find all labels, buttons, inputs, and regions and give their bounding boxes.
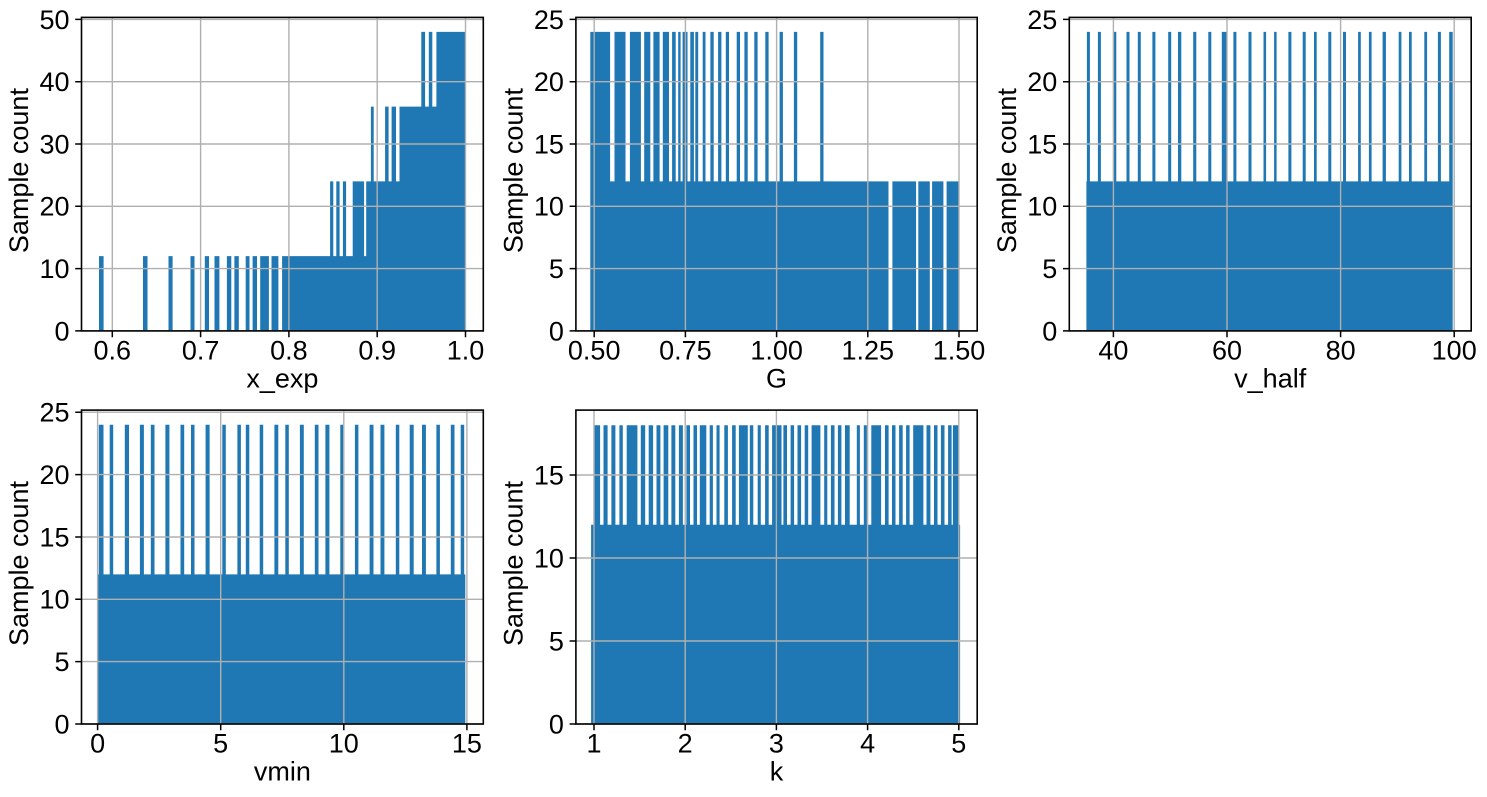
svg-text:5: 5 bbox=[951, 728, 966, 758]
svg-text:Sample count: Sample count bbox=[498, 88, 528, 254]
svg-text:10: 10 bbox=[534, 192, 564, 222]
svg-text:0.7: 0.7 bbox=[182, 335, 220, 365]
svg-text:40: 40 bbox=[1098, 335, 1128, 365]
svg-text:40: 40 bbox=[39, 67, 69, 97]
svg-text:0.6: 0.6 bbox=[94, 335, 132, 365]
svg-text:0: 0 bbox=[90, 728, 105, 758]
svg-text:20: 20 bbox=[1027, 67, 1057, 97]
svg-text:10: 10 bbox=[39, 254, 69, 284]
svg-text:15: 15 bbox=[534, 460, 564, 490]
svg-text:vmin: vmin bbox=[254, 757, 311, 787]
svg-text:5: 5 bbox=[54, 647, 69, 677]
svg-text:25: 25 bbox=[1027, 5, 1057, 35]
svg-text:80: 80 bbox=[1326, 335, 1356, 365]
svg-text:50: 50 bbox=[39, 5, 69, 35]
svg-text:60: 60 bbox=[1212, 335, 1242, 365]
svg-text:10: 10 bbox=[1027, 192, 1057, 222]
svg-text:0.9: 0.9 bbox=[358, 335, 396, 365]
svg-text:20: 20 bbox=[39, 192, 69, 222]
svg-text:4: 4 bbox=[860, 728, 875, 758]
svg-text:Sample count: Sample count bbox=[4, 88, 34, 254]
svg-text:2: 2 bbox=[678, 728, 693, 758]
svg-text:5: 5 bbox=[1042, 254, 1057, 284]
svg-text:30: 30 bbox=[39, 129, 69, 159]
svg-text:1: 1 bbox=[586, 728, 601, 758]
svg-text:20: 20 bbox=[39, 460, 69, 490]
svg-text:0: 0 bbox=[549, 316, 564, 346]
svg-text:100: 100 bbox=[1432, 335, 1477, 365]
svg-text:10: 10 bbox=[329, 728, 359, 758]
svg-text:Sample count: Sample count bbox=[992, 88, 1022, 254]
svg-text:3: 3 bbox=[769, 728, 784, 758]
svg-text:5: 5 bbox=[549, 254, 564, 284]
svg-text:1.0: 1.0 bbox=[447, 335, 485, 365]
svg-text:Sample count: Sample count bbox=[4, 480, 34, 646]
svg-text:0.8: 0.8 bbox=[270, 335, 308, 365]
svg-text:0.50: 0.50 bbox=[568, 335, 621, 365]
svg-text:25: 25 bbox=[534, 5, 564, 35]
svg-text:15: 15 bbox=[39, 522, 69, 552]
svg-text:10: 10 bbox=[39, 585, 69, 615]
svg-text:x_exp: x_exp bbox=[246, 364, 318, 394]
svg-text:G: G bbox=[766, 364, 787, 394]
svg-text:0: 0 bbox=[1042, 316, 1057, 346]
svg-text:1.25: 1.25 bbox=[842, 335, 895, 365]
svg-text:Sample count: Sample count bbox=[498, 480, 528, 646]
svg-text:k: k bbox=[770, 757, 784, 787]
svg-text:0: 0 bbox=[54, 316, 69, 346]
svg-text:15: 15 bbox=[534, 129, 564, 159]
svg-text:0: 0 bbox=[549, 709, 564, 739]
svg-text:0: 0 bbox=[54, 709, 69, 739]
svg-text:15: 15 bbox=[1027, 129, 1057, 159]
svg-text:5: 5 bbox=[549, 626, 564, 656]
svg-text:0.75: 0.75 bbox=[659, 335, 712, 365]
svg-text:1.00: 1.00 bbox=[750, 335, 803, 365]
svg-text:5: 5 bbox=[213, 728, 228, 758]
svg-text:v_half: v_half bbox=[1234, 364, 1307, 394]
svg-text:1.50: 1.50 bbox=[933, 335, 986, 365]
svg-text:10: 10 bbox=[534, 543, 564, 573]
svg-text:15: 15 bbox=[452, 728, 482, 758]
svg-text:20: 20 bbox=[534, 67, 564, 97]
svg-text:25: 25 bbox=[39, 398, 69, 428]
